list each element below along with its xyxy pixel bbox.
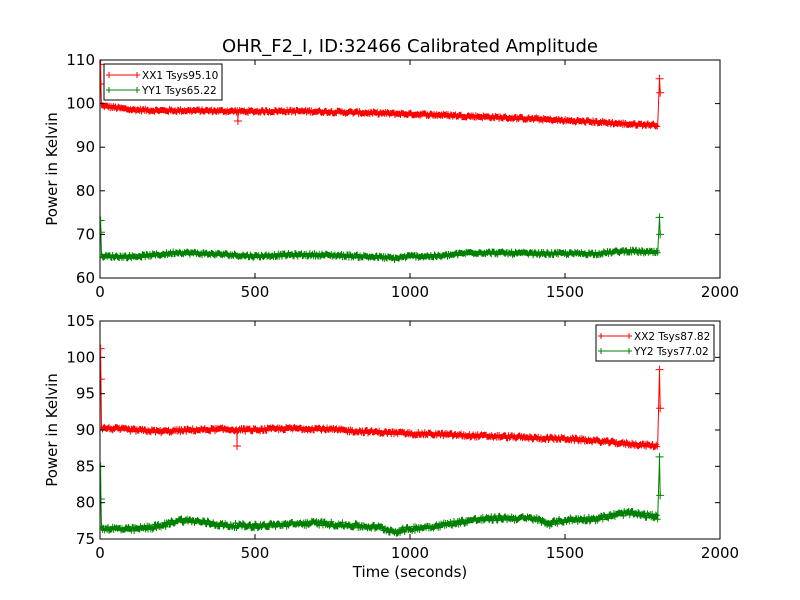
- x-tick-label: 500: [241, 544, 270, 562]
- y-tick-label: 60: [76, 269, 95, 287]
- bottom-panel: 0 500 1000 1500 2000 75 80 85 90 95 100 105 Power in…: [43, 312, 739, 581]
- y-tick-label: 80: [76, 494, 95, 512]
- legend-entry: YY2 Tsys77.02: [633, 346, 709, 358]
- legend: XX2 Tsys87.82 YY2 Tsys77.02: [595, 324, 715, 362]
- y-axis-label: Power in Kelvin: [43, 373, 61, 487]
- y-tick-label: 80: [76, 182, 95, 200]
- x-tick-label: 1000: [391, 283, 429, 301]
- x-tick-label: 1000: [391, 544, 429, 562]
- y-tick-label: 85: [76, 457, 95, 475]
- x-tick-label: 0: [95, 283, 105, 301]
- x-tick-label: 0: [95, 544, 105, 562]
- y-tick-label: 90: [76, 138, 95, 156]
- top-panel: 0 500 1000 1500 2000 60 70 80 90 100 110 Power in K…: [43, 51, 739, 301]
- y-tick-label: 95: [76, 385, 95, 403]
- chart-title: OHR_F2_I, ID:32466 Calibrated Amplitude: [222, 36, 598, 57]
- legend-entry: YY1 Tsys65.22: [141, 85, 217, 97]
- legend: XX1 Tsys95.10 YY1 Tsys65.22: [103, 63, 223, 101]
- legend-marker: [598, 348, 632, 354]
- y-tick-label: 70: [76, 225, 95, 243]
- y-tick-label: 100: [66, 95, 95, 113]
- x-tick-label: 1500: [546, 283, 584, 301]
- legend-marker: [106, 87, 140, 93]
- legend-marker: [106, 72, 140, 78]
- x-tick-label: 2000: [701, 544, 739, 562]
- legend-box: [103, 63, 223, 101]
- x-tick-label: 2000: [701, 283, 739, 301]
- legend-entry: XX2 Tsys87.82: [634, 331, 710, 343]
- x-axis-label: Time (seconds): [352, 563, 468, 581]
- series-markers-xx1: [100, 60, 665, 130]
- series-markers-xx2: [100, 344, 665, 451]
- y-axis-label: Power in Kelvin: [43, 112, 61, 226]
- y-tick-label: 110: [66, 51, 95, 69]
- y-tick-label: 105: [66, 312, 95, 330]
- legend-marker: [598, 333, 632, 339]
- series-markers-yy2: [100, 452, 665, 537]
- y-tick-label: 100: [66, 348, 95, 366]
- legend-box: [595, 324, 715, 362]
- series-markers-yy1: [100, 213, 665, 263]
- y-tick-label: 75: [76, 530, 95, 548]
- legend-entry: XX1 Tsys95.10: [142, 70, 218, 82]
- y-tick-label: 90: [76, 421, 95, 439]
- x-tick-label: 500: [241, 283, 270, 301]
- x-tick-label: 1500: [546, 544, 584, 562]
